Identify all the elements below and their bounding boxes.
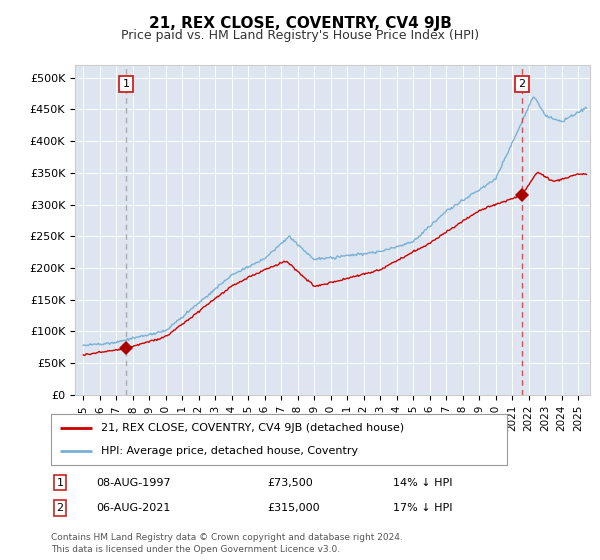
Text: 14% ↓ HPI: 14% ↓ HPI [393, 478, 452, 488]
Text: 06-AUG-2021: 06-AUG-2021 [96, 503, 170, 513]
Text: Price paid vs. HM Land Registry's House Price Index (HPI): Price paid vs. HM Land Registry's House … [121, 29, 479, 42]
Text: 17% ↓ HPI: 17% ↓ HPI [393, 503, 452, 513]
Text: 21, REX CLOSE, COVENTRY, CV4 9JB (detached house): 21, REX CLOSE, COVENTRY, CV4 9JB (detach… [101, 423, 404, 433]
Text: 1: 1 [56, 478, 64, 488]
Text: Contains HM Land Registry data © Crown copyright and database right 2024.
This d: Contains HM Land Registry data © Crown c… [51, 533, 403, 554]
Text: 08-AUG-1997: 08-AUG-1997 [96, 478, 170, 488]
Text: 1: 1 [122, 79, 130, 89]
Text: HPI: Average price, detached house, Coventry: HPI: Average price, detached house, Cove… [101, 446, 358, 456]
Text: £315,000: £315,000 [267, 503, 320, 513]
Text: 2: 2 [518, 79, 526, 89]
Text: £73,500: £73,500 [267, 478, 313, 488]
Text: 21, REX CLOSE, COVENTRY, CV4 9JB: 21, REX CLOSE, COVENTRY, CV4 9JB [149, 16, 451, 31]
Text: 2: 2 [56, 503, 64, 513]
